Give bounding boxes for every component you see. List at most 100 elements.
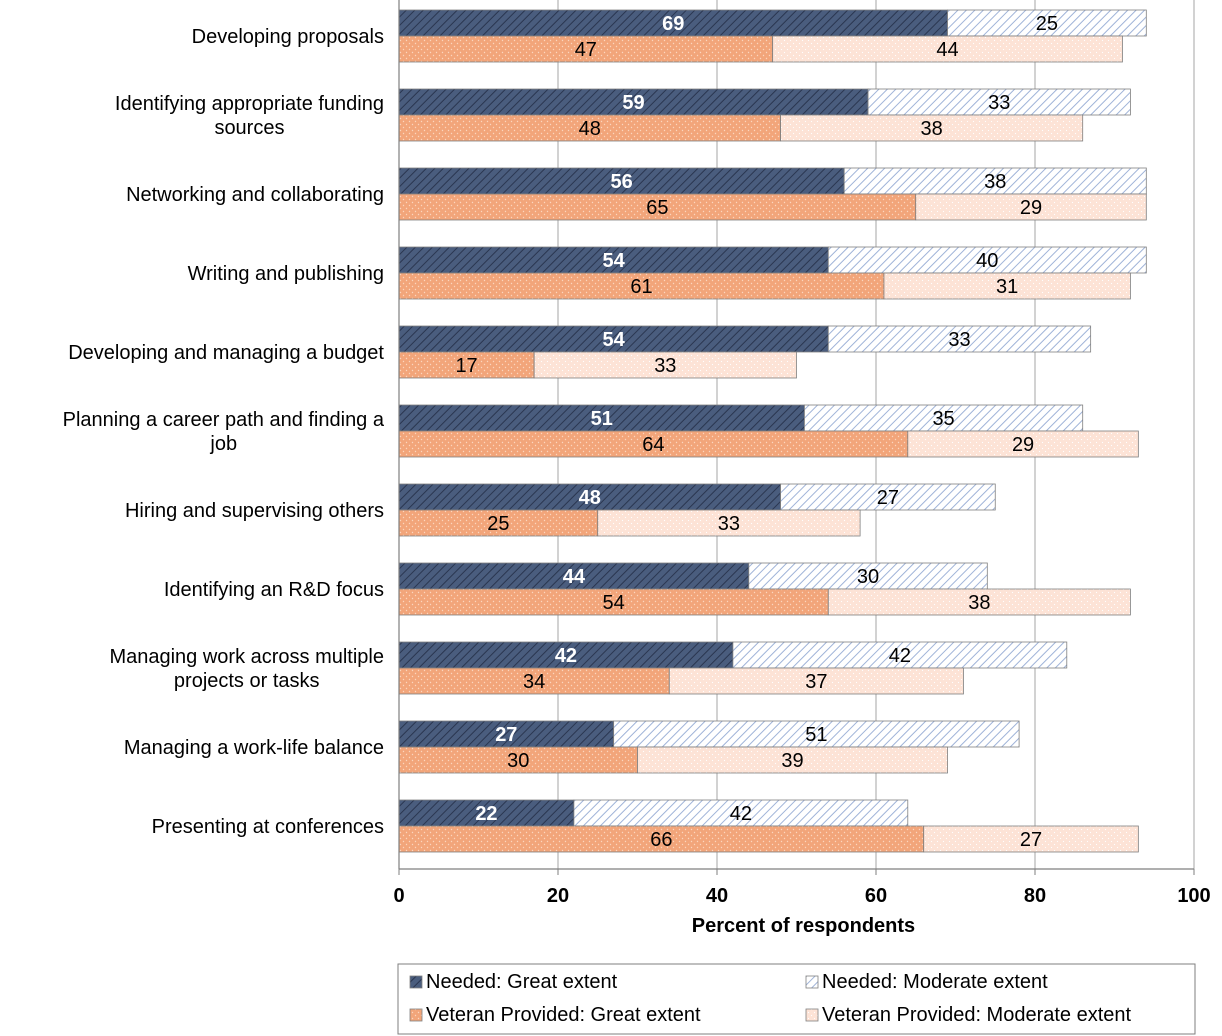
- bar-veteran-moderate-7: [827, 588, 1131, 616]
- bar-veteran-great-3: [398, 272, 885, 300]
- data-label: 56: [610, 171, 632, 193]
- category-label: projects or tasks: [174, 670, 320, 692]
- bar-veteran-moderate-3: [883, 272, 1131, 300]
- data-label: 48: [579, 118, 601, 140]
- legend-box: [397, 963, 1196, 1035]
- bar-veteran-great-9: [398, 746, 638, 774]
- bar-needed-moderate-8: [732, 641, 1068, 669]
- bar-needed-great-0: [398, 9, 948, 37]
- data-label: 40: [976, 250, 998, 272]
- category-label: Writing and publishing: [188, 263, 384, 285]
- legend: Needed: Great extent Needed: Moderate ext…: [397, 963, 1196, 1035]
- bar-veteran-moderate-9: [637, 746, 948, 774]
- bars: 69 25 47 44 59 33 48 38 56 38 65 29 54 40 61 31 54 33 17 33…: [398, 9, 1147, 853]
- data-label: 66: [650, 829, 672, 851]
- data-label: 39: [781, 750, 803, 772]
- x-tick-label: 0: [393, 885, 404, 907]
- bar-needed-great-1: [398, 88, 869, 116]
- data-label: 30: [507, 750, 529, 772]
- bar-needed-great-10: [398, 799, 575, 827]
- bar-veteran-moderate-4: [533, 351, 797, 379]
- bar-veteran-moderate-1: [780, 114, 1084, 142]
- data-label: 29: [1020, 197, 1042, 219]
- category-label: Developing proposals: [192, 26, 384, 48]
- data-label: 33: [654, 355, 676, 377]
- x-tick-label: 80: [1024, 885, 1046, 907]
- category-label: Planning a career path and finding a: [63, 409, 385, 431]
- data-label: 25: [487, 513, 509, 535]
- data-label: 54: [603, 329, 626, 351]
- data-label: 34: [523, 671, 545, 693]
- bar-veteran-great-1: [398, 114, 782, 142]
- data-label: 69: [662, 13, 684, 35]
- data-label: 37: [805, 671, 827, 693]
- bar-needed-moderate-3: [827, 246, 1147, 274]
- bar-needed-moderate-5: [804, 404, 1084, 432]
- bar-veteran-moderate-10: [923, 825, 1139, 853]
- bar-veteran-great-5: [398, 430, 909, 458]
- category-label: Developing and managing a budget: [68, 342, 384, 364]
- x-axis: 0 20 40 60 80 100 Percent of respondents: [393, 0, 1211, 937]
- category-labels: Developing proposals Identifying appropri…: [63, 26, 385, 838]
- data-label: 65: [646, 197, 668, 219]
- bar-veteran-moderate-8: [668, 667, 964, 695]
- legend-swatch-2: [409, 1008, 423, 1022]
- bar-veteran-moderate-2: [915, 193, 1147, 221]
- category-label: Hiring and supervising others: [125, 500, 384, 522]
- category-label: Networking and collaborating: [126, 184, 384, 206]
- bar-needed-moderate-10: [573, 799, 909, 827]
- legend-entry: Veteran Provided: Great extent: [426, 1004, 701, 1026]
- bar-veteran-moderate-6: [597, 509, 861, 537]
- x-axis-title: Percent of respondents: [692, 915, 915, 937]
- bar-needed-moderate-9: [613, 720, 1020, 748]
- legend-swatch-0: [409, 975, 423, 989]
- bar-veteran-great-0: [398, 35, 774, 63]
- bar-veteran-great-4: [398, 351, 535, 379]
- data-label: 27: [495, 724, 517, 746]
- data-label: 51: [805, 724, 827, 746]
- legend-swatch-3: [805, 1008, 819, 1022]
- bar-veteran-moderate-5: [907, 430, 1139, 458]
- data-label: 30: [857, 566, 879, 588]
- bar-needed-moderate-7: [748, 562, 988, 590]
- category-label: Identifying appropriate funding: [115, 93, 384, 115]
- data-label: 44: [563, 566, 586, 588]
- data-label: 17: [455, 355, 477, 377]
- data-label: 61: [630, 276, 652, 298]
- data-label: 38: [968, 592, 990, 614]
- data-label: 42: [889, 645, 911, 667]
- data-label: 54: [603, 592, 625, 614]
- data-label: 31: [996, 276, 1018, 298]
- bar-needed-moderate-4: [827, 325, 1092, 353]
- data-label: 54: [603, 250, 626, 272]
- category-label: Presenting at conferences: [152, 816, 384, 838]
- bar-needed-moderate-2: [843, 167, 1147, 195]
- data-label: 64: [642, 434, 664, 456]
- data-label: 38: [921, 118, 943, 140]
- data-label: 27: [877, 487, 899, 509]
- category-label: Identifying an R&D focus: [164, 579, 384, 601]
- data-label: 42: [730, 803, 752, 825]
- data-label: 22: [475, 803, 497, 825]
- bar-needed-great-7: [398, 562, 750, 590]
- data-label: 42: [555, 645, 577, 667]
- legend-entry: Needed: Great extent: [426, 971, 618, 993]
- data-label: 27: [1020, 829, 1042, 851]
- bar-needed-great-4: [398, 325, 829, 353]
- data-label: 51: [591, 408, 613, 430]
- data-label: 25: [1036, 13, 1058, 35]
- data-label: 29: [1012, 434, 1034, 456]
- legend-entry: Veteran Provided: Moderate extent: [822, 1004, 1132, 1026]
- x-tick-label: 60: [865, 885, 887, 907]
- bar-veteran-great-6: [398, 509, 599, 537]
- data-label: 38: [984, 171, 1006, 193]
- category-label: sources: [214, 117, 284, 139]
- x-tick-label: 40: [706, 885, 728, 907]
- x-tick-label: 100: [1177, 885, 1210, 907]
- bar-needed-moderate-6: [780, 483, 996, 511]
- data-label: 59: [622, 92, 644, 114]
- data-label: 35: [932, 408, 954, 430]
- category-label: job: [209, 433, 237, 455]
- legend-swatch-1: [805, 975, 819, 989]
